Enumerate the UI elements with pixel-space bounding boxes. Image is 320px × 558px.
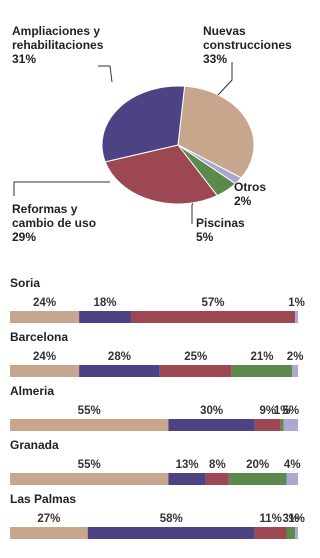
city-label: Granada (10, 438, 59, 452)
bar-segment (295, 527, 298, 539)
value-label: 57% (202, 297, 225, 309)
value-label: 11% (259, 513, 281, 525)
bar-segment (281, 419, 284, 431)
bar-segment (168, 419, 254, 431)
value-label: 2% (287, 351, 304, 363)
bar-segment (292, 365, 298, 377)
bar-segment (10, 311, 79, 323)
value-label: 21% (250, 351, 273, 363)
value-label: 30% (200, 405, 223, 417)
bar-segment (10, 419, 168, 431)
bar-segment (79, 311, 131, 323)
bar-segment (131, 311, 295, 323)
slice-name: Nuevas construcciones (203, 24, 315, 52)
slice-name: Ampliaciones y rehabilitaciones (12, 24, 120, 52)
value-label: 4% (284, 459, 301, 471)
chart: 24%18%57%1%24%28%25%21%2%55%30%9%1%5%55%… (0, 0, 316, 558)
value-label: 1% (288, 513, 305, 525)
slice-name: Reformas y cambio de uso (12, 202, 104, 230)
slice-name: Otros (234, 180, 294, 194)
value-label: 58% (160, 513, 183, 525)
bar-segment (79, 365, 160, 377)
bar-segment (229, 473, 287, 485)
leader-line (98, 66, 112, 82)
slice-value: 33% (203, 52, 315, 66)
bar-segment (232, 365, 292, 377)
value-label: 20% (246, 459, 269, 471)
bar-segment (286, 473, 298, 485)
bar-segment (10, 473, 168, 485)
value-label: 24% (33, 297, 56, 309)
value-label: 55% (78, 459, 101, 471)
bar-segment (255, 419, 281, 431)
value-label: 18% (94, 297, 117, 309)
bar-segment (206, 473, 229, 485)
bar-segment (295, 311, 298, 323)
value-label: 13% (176, 459, 199, 471)
value-label: 24% (33, 351, 56, 363)
slice-value: 29% (12, 230, 104, 244)
value-label: 28% (108, 351, 131, 363)
value-label: 8% (209, 459, 226, 471)
city-label: Almeria (10, 384, 54, 398)
bar-segment (10, 527, 88, 539)
bar-segment (168, 473, 205, 485)
bar-segment (255, 527, 287, 539)
value-label: 55% (78, 405, 101, 417)
city-label: Soria (10, 276, 40, 290)
value-label: 1% (288, 297, 305, 309)
bar-segment (284, 419, 298, 431)
bar-segment (160, 365, 232, 377)
slice-value: 2% (234, 194, 294, 208)
value-label: 25% (184, 351, 207, 363)
leader-line (14, 182, 110, 196)
value-label: 5% (282, 405, 299, 417)
slice-value: 31% (12, 52, 120, 66)
infographic: 24%18%57%1%24%28%25%21%2%55%30%9%1%5%55%… (0, 0, 316, 558)
city-label: Las Palmas (10, 492, 76, 506)
slice-value: 5% (196, 230, 266, 244)
value-label: 27% (37, 513, 60, 525)
bar-segment (286, 527, 295, 539)
leader-line (218, 62, 232, 95)
slice-name: Piscinas (196, 216, 266, 230)
bar-segment (10, 365, 79, 377)
city-label: Barcelona (10, 330, 68, 344)
bar-segment (88, 527, 255, 539)
